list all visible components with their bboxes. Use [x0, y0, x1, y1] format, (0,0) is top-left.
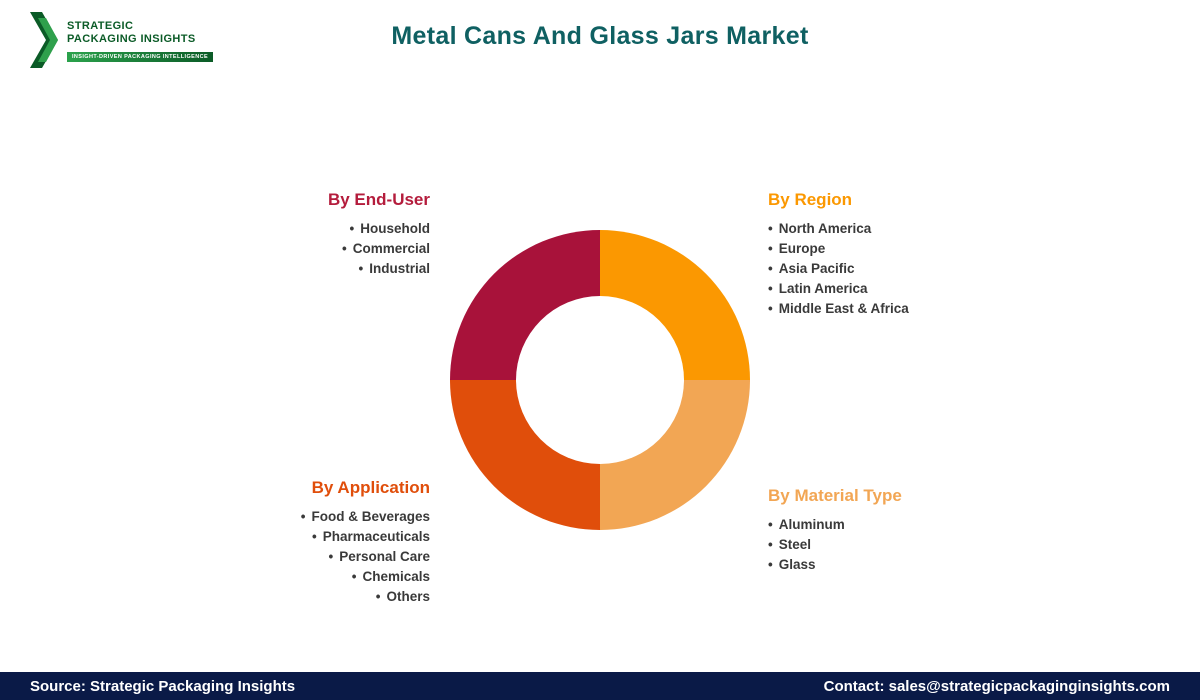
section-region-heading: By Region	[768, 190, 853, 209]
section-material-type-heading: By Material Type	[768, 486, 902, 505]
list-item: Chemicals	[190, 567, 430, 587]
section-region: By Region North America Europe Asia Paci…	[768, 190, 1008, 319]
list-item: Industrial	[200, 259, 430, 279]
list-item: North America	[768, 219, 1008, 239]
list-item: Steel	[768, 535, 1008, 555]
section-application-heading: By Application	[311, 478, 430, 497]
brand-name-line1: STRATEGIC	[67, 20, 134, 32]
section-end-user-heading: By End-User	[327, 190, 430, 209]
list-item: Aluminum	[768, 515, 1008, 535]
section-material-type: By Material Type Aluminum Steel Glass	[768, 486, 1008, 575]
section-end-user-list: Household Commercial Industrial	[200, 219, 430, 279]
chevron-logo-icon	[30, 12, 58, 68]
list-item: Pharmaceuticals	[190, 527, 430, 547]
list-item: Commercial	[200, 239, 430, 259]
brand-logo: STRATEGIC PACKAGING INSIGHTS INSIGHT-DRI…	[30, 12, 214, 70]
list-item: Middle East & Africa	[768, 299, 1008, 319]
list-item: Household	[200, 219, 430, 239]
section-material-type-list: Aluminum Steel Glass	[768, 515, 1008, 575]
list-item: Food & Beverages	[190, 507, 430, 527]
section-end-user: By End-User Household Commercial Industr…	[200, 190, 430, 279]
list-item: Others	[190, 587, 430, 607]
list-item: Asia Pacific	[768, 259, 1008, 279]
brand-text: STRATEGIC PACKAGING INSIGHTS INSIGHT-DRI…	[67, 12, 214, 62]
section-application-list: Food & Beverages Pharmaceuticals Persona…	[190, 507, 430, 607]
donut-chart	[450, 230, 750, 530]
section-region-list: North America Europe Asia Pacific Latin …	[768, 219, 1008, 319]
donut-hole	[516, 296, 684, 464]
footer-contact-text: Contact: sales@strategicpackaginginsight…	[823, 677, 1170, 695]
section-application: By Application Food & Beverages Pharmace…	[190, 478, 430, 607]
list-item: Latin America	[768, 279, 1008, 299]
footer-bar: Source: Strategic Packaging Insights Con…	[0, 672, 1200, 700]
footer-source-text: Source: Strategic Packaging Insights	[30, 677, 296, 695]
list-item: Glass	[768, 555, 1008, 575]
brand-tagline: INSIGHT-DRIVEN PACKAGING INTELLIGENCE	[67, 52, 214, 62]
brand-name-line2: PACKAGING INSIGHTS	[67, 33, 196, 45]
list-item: Personal Care	[190, 547, 430, 567]
list-item: Europe	[768, 239, 1008, 259]
page-title: Metal Cans And Glass Jars Market	[391, 22, 809, 50]
